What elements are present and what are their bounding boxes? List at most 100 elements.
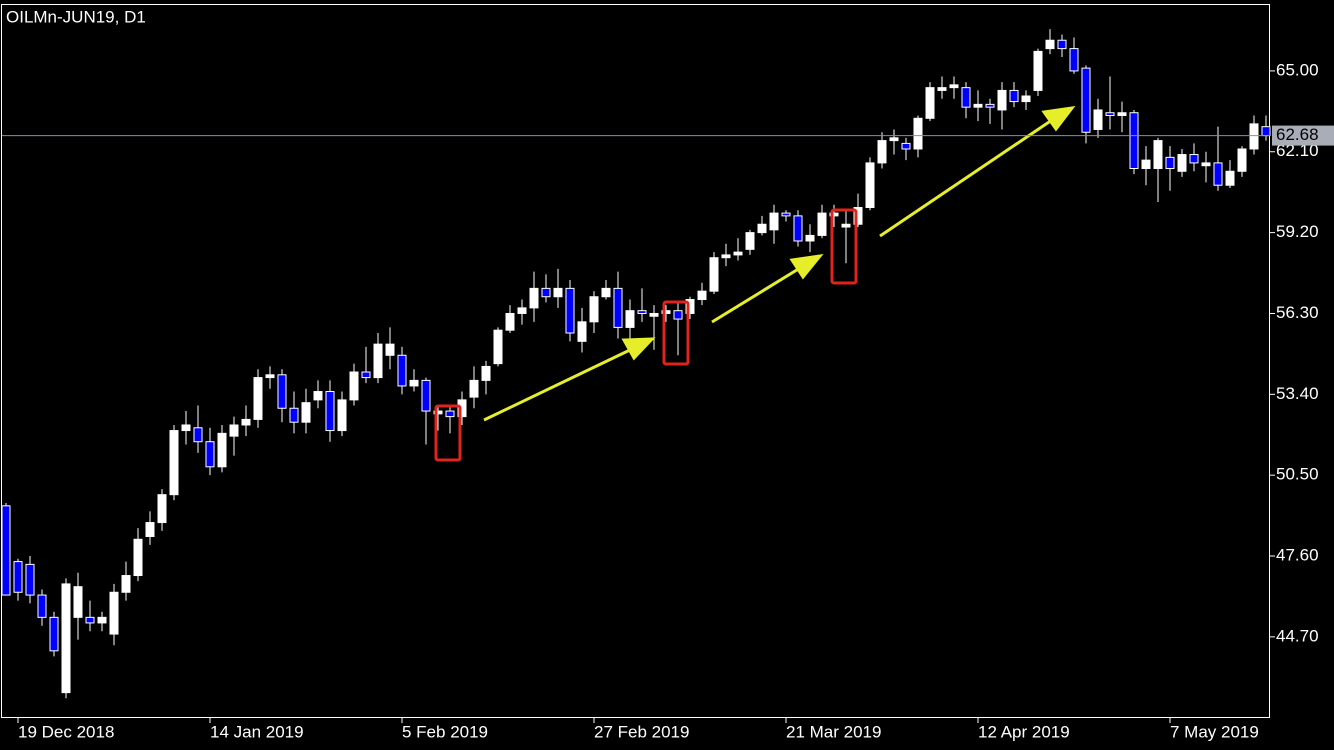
- y-tick-label: 65.00: [1276, 60, 1319, 79]
- x-tick-label: 21 Mar 2019: [786, 722, 881, 741]
- candle-body: [757, 223, 767, 234]
- candle-body: [601, 287, 611, 298]
- arrow-head: [1041, 105, 1076, 132]
- candle-body: [1225, 170, 1235, 186]
- candle-body: [1237, 148, 1247, 172]
- candle-body: [145, 522, 155, 538]
- candle-body: [637, 310, 647, 314]
- candle-body: [505, 312, 515, 331]
- candle-body: [1213, 162, 1223, 186]
- candle-body: [373, 343, 383, 379]
- candle-body: [229, 424, 239, 437]
- candle-body: [973, 103, 983, 108]
- candle-body: [565, 287, 575, 334]
- candle-body: [25, 563, 35, 596]
- trend-arrow: [711, 266, 801, 324]
- candle-body: [193, 427, 203, 443]
- y-tick-label: 62.10: [1276, 141, 1319, 160]
- candle-body: [913, 117, 923, 150]
- candle-body: [85, 616, 95, 624]
- candle-body: [1153, 140, 1163, 169]
- candle-body: [205, 441, 215, 468]
- candles: [1, 29, 1271, 699]
- candle-body: [745, 232, 755, 250]
- highlight-box: [830, 208, 858, 285]
- candle-body: [469, 379, 479, 398]
- candle-body: [385, 343, 395, 356]
- candle-body: [445, 410, 455, 418]
- candle-body: [1057, 39, 1067, 50]
- candle-body: [157, 494, 167, 524]
- candle-body: [181, 424, 191, 432]
- candle-body: [841, 223, 851, 228]
- candle-body: [61, 583, 71, 694]
- candle-body: [949, 84, 959, 89]
- candle-body: [13, 561, 23, 593]
- y-tick-label: 47.60: [1276, 546, 1319, 565]
- candle-body: [1165, 156, 1175, 169]
- x-tick-label: 27 Feb 2019: [594, 722, 689, 741]
- last-price-box: [1272, 125, 1334, 146]
- candle-body: [817, 212, 827, 236]
- candle-body: [649, 312, 659, 317]
- candle-body: [769, 212, 779, 231]
- candle-body: [1177, 154, 1187, 172]
- candle-body: [1045, 39, 1055, 50]
- candle-body: [901, 142, 911, 150]
- x-tick-label: 14 Jan 2019: [210, 722, 304, 741]
- y-tick-label: 53.40: [1276, 384, 1319, 403]
- candle-body: [985, 103, 995, 108]
- candle-body: [253, 377, 263, 420]
- arrows: [483, 105, 1076, 422]
- trend-arrow: [483, 347, 633, 422]
- candle-body: [1093, 109, 1103, 130]
- candle-body: [589, 296, 599, 323]
- candle-body: [1117, 112, 1127, 117]
- candle-body: [529, 287, 539, 309]
- candle-body: [853, 207, 863, 225]
- highlight-box: [434, 404, 462, 462]
- candle-body: [517, 307, 527, 314]
- candle-body: [1069, 48, 1079, 72]
- candle-body: [109, 591, 119, 635]
- candle-body: [1201, 162, 1211, 167]
- x-tick-label: 19 Dec 2018: [18, 722, 114, 741]
- candle-body: [925, 87, 935, 119]
- candle-body: [241, 418, 251, 426]
- candle-body: [289, 407, 299, 423]
- candle-body: [697, 290, 707, 301]
- arrow-head: [621, 337, 656, 361]
- candle-body: [1141, 159, 1151, 169]
- candle-body: [361, 371, 371, 379]
- y-tick-label: 44.70: [1276, 626, 1319, 645]
- trend-arrow: [879, 118, 1053, 238]
- candle-body: [1021, 95, 1031, 103]
- candle-body: [397, 354, 407, 387]
- last-price-label: 62.68: [1276, 125, 1319, 144]
- highlight-box: [662, 300, 690, 366]
- candle-body: [1033, 50, 1043, 91]
- candle-body: [493, 329, 503, 365]
- candle-body: [1105, 112, 1115, 117]
- candle-body: [433, 410, 443, 415]
- plot-frame: [1, 4, 1270, 718]
- candle-body: [457, 399, 467, 418]
- candle-body: [577, 321, 587, 342]
- y-tick-label: 59.20: [1276, 222, 1319, 241]
- candle-body: [337, 399, 347, 432]
- chart-title: OILMn-JUN19, D1: [6, 7, 146, 26]
- annotations: [434, 208, 858, 462]
- candle-body: [733, 251, 743, 256]
- candle-body: [217, 432, 227, 468]
- candle-body: [997, 89, 1007, 111]
- candle-body: [553, 287, 563, 298]
- candle-body: [421, 379, 431, 412]
- candle-body: [889, 137, 899, 142]
- candle-body: [1129, 112, 1139, 169]
- candle-body: [937, 87, 947, 91]
- candle-body: [1249, 123, 1259, 150]
- candle-body: [49, 616, 59, 652]
